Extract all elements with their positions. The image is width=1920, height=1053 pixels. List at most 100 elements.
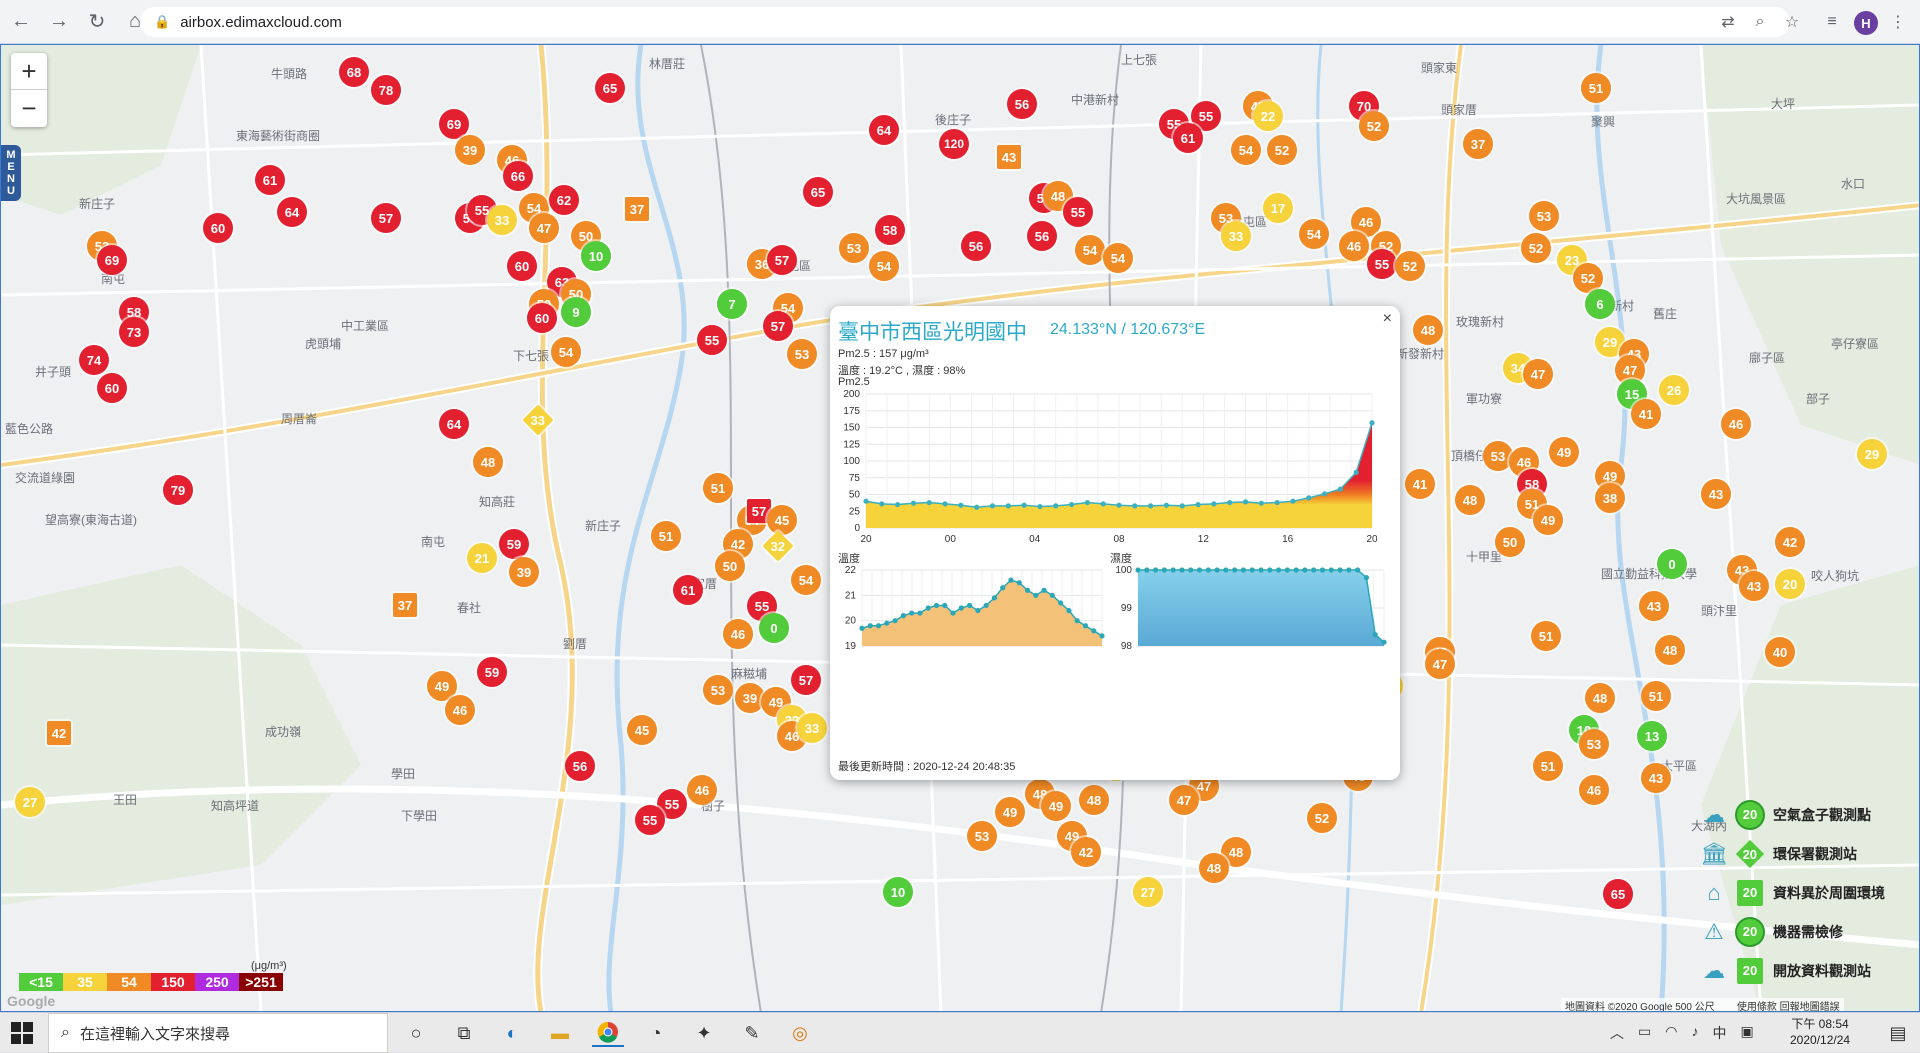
airbox-sensor-marker[interactable]: 9 [561,297,591,327]
airbox-sensor-marker[interactable]: 48 [1413,315,1443,345]
airbox-sensor-marker[interactable]: 51 [1641,681,1671,711]
home-icon[interactable]: ⌂ [128,10,142,32]
airbox-sensor-marker[interactable]: 27 [1133,877,1163,907]
airbox-sensor-marker[interactable]: 57 [791,665,821,695]
app-tool-icon[interactable]: ✎ [744,1022,760,1043]
airbox-sensor-marker[interactable]: 43 [1701,479,1731,509]
airbox-sensor-marker[interactable]: 56 [1027,221,1057,251]
edge-browser-icon[interactable]: ◐ [506,1022,518,1043]
browser-menu-icon[interactable]: ⋮ [1890,14,1906,31]
task-view-icon[interactable]: ⧉ [457,1022,471,1043]
airbox-sensor-marker[interactable]: 52 [1307,803,1337,833]
profile-avatar[interactable]: H [1854,11,1878,35]
airbox-sensor-marker[interactable]: 10 [883,877,913,907]
airbox-sensor-marker[interactable]: 20 [1775,569,1805,599]
airbox-sensor-marker[interactable]: 51 [1533,751,1563,781]
airbox-sensor-marker[interactable]: 21 [467,543,497,573]
airbox-sensor-marker[interactable]: 47 [1523,359,1553,389]
airbox-sensor-marker[interactable]: 47 [529,213,559,243]
airbox-sensor-marker[interactable]: 37 [1463,129,1493,159]
notification-center-icon[interactable]: ▤ [1889,1022,1907,1043]
airbox-sensor-marker[interactable]: 6 [1585,289,1615,319]
airbox-sensor-marker[interactable]: 56 [565,751,595,781]
airbox-sensor-marker[interactable]: 48 [473,447,503,477]
airbox-sensor-marker[interactable]: 33 [1221,221,1251,251]
tray-chevron-icon[interactable]: ︿ [1610,1025,1624,1041]
airbox-sensor-marker[interactable]: 49 [427,671,457,701]
airbox-sensor-marker[interactable]: 51 [1531,621,1561,651]
airbox-sensor-marker[interactable]: 33 [797,713,827,743]
map-attribution[interactable]: 地圖資料 ©2020 Google 500 公尺 ___ 使用條款 回報地圖錯誤 [1561,998,1844,1011]
airbox-sensor-marker[interactable]: 57 [371,203,401,233]
airbox-sensor-marker[interactable]: 49 [1041,791,1071,821]
airbox-sensor-marker[interactable]: 42 [1775,527,1805,557]
airbox-sensor-marker[interactable]: 38 [1595,483,1625,513]
airbox-sensor-marker[interactable]: 22 [1253,101,1283,131]
airbox-sensor-marker[interactable]: 47 [1425,649,1455,679]
airbox-sensor-marker[interactable]: 51 [1581,73,1611,103]
zoom-out-button[interactable]: − [21,93,37,123]
airbox-sensor-marker[interactable]: 120 [939,129,969,159]
airbox-sensor-marker[interactable]: 79 [163,475,193,505]
airbox-sensor-marker[interactable]: 54 [1103,243,1133,273]
airbox-sensor-marker[interactable]: 56 [961,231,991,261]
airbox-sensor-marker[interactable]: 48 [1079,785,1109,815]
airbox-sensor-marker[interactable]: 66 [503,161,533,191]
airbox-sensor-marker[interactable]: 52 [1267,135,1297,165]
airbox-sensor-marker[interactable]: 53 [787,339,817,369]
airbox-sensor-marker[interactable]: 64 [439,409,469,439]
airbox-sensor-marker[interactable]: 54 [1299,219,1329,249]
airbox-sensor-marker[interactable]: 39 [735,683,765,713]
airbox-sensor-marker[interactable]: 52 [1395,251,1425,281]
airbox-sensor-marker[interactable]: 64 [277,197,307,227]
airbox-sensor-marker[interactable]: 53 [703,675,733,705]
airbox-sensor-marker[interactable]: 73 [119,317,149,347]
airbox-sensor-marker[interactable]: 60 [507,251,537,281]
airbox-sensor-marker[interactable]: 61 [255,165,285,195]
airbox-sensor-marker[interactable]: 52 [1573,263,1603,293]
airbox-sensor-marker[interactable]: 48 [1585,683,1615,713]
reload-icon[interactable]: ↻ [88,11,106,33]
airbox-sensor-marker[interactable]: 17 [1263,193,1293,223]
chrome-browser-icon[interactable] [592,1019,624,1047]
airbox-sensor-marker[interactable]: 45 [627,715,657,745]
airbox-sensor-marker[interactable]: 59 [477,657,507,687]
airbox-sensor-marker[interactable]: 40 [1765,637,1795,667]
taskbar-search-box[interactable]: ⌕ 在這裡輸入文字來搜尋 [48,1013,388,1053]
airbox-sensor-marker[interactable]: 53 [1579,729,1609,759]
airbox-sensor-marker[interactable]: 26 [1659,375,1689,405]
abnormal-station-marker[interactable]: 43 [997,145,1021,169]
airbox-sensor-marker[interactable]: 78 [371,75,401,105]
airbox-sensor-marker[interactable]: 46 [1579,775,1609,805]
airbox-sensor-marker[interactable]: 57 [763,311,793,341]
airbox-sensor-marker[interactable]: 55 [635,805,665,835]
map-canvas[interactable]: 牛頭路林厝莊上七張頭家東大坪東海藝術街商圈中港新村後庄子頭家厝聚興新庄子南屯西屯… [0,44,1920,1012]
airbox-sensor-marker[interactable]: 61 [673,575,703,605]
airbox-sensor-marker[interactable]: 51 [703,473,733,503]
airbox-sensor-marker[interactable]: 54 [551,337,581,367]
airbox-sensor-marker[interactable]: 48 [1199,853,1229,883]
airbox-sensor-marker[interactable]: 56 [1007,89,1037,119]
taskbar-clock[interactable]: 下午 08:54 2020/12/24 [1790,1016,1850,1048]
airbox-sensor-marker[interactable]: 52 [1359,111,1389,141]
airbox-sensor-marker[interactable]: 46 [777,721,807,751]
airbox-sensor-marker[interactable]: 55 [747,591,777,621]
airbox-sensor-marker[interactable]: 53 [1529,201,1559,231]
airbox-sensor-marker[interactable]: 46 [723,619,753,649]
airbox-sensor-marker[interactable]: 69 [97,245,127,275]
airbox-sensor-marker[interactable]: 46 [1339,231,1369,261]
airbox-sensor-marker[interactable]: 43 [1639,591,1669,621]
abnormal-station-marker[interactable]: 57 [747,499,771,523]
airbox-sensor-marker[interactable]: 65 [1603,879,1633,909]
abnormal-station-marker[interactable]: 37 [625,197,649,221]
ime-indicator[interactable]: 中 [1712,1025,1727,1041]
airbox-sensor-marker[interactable]: 61 [1173,123,1203,153]
airbox-sensor-marker[interactable]: 49 [1549,437,1579,467]
airbox-sensor-marker[interactable]: 53 [1483,441,1513,471]
airbox-sensor-marker[interactable]: 46 [1721,409,1751,439]
airbox-sensor-marker[interactable]: 54 [791,565,821,595]
airbox-sensor-marker[interactable]: 39 [455,135,485,165]
airbox-sensor-marker[interactable]: 43 [1641,763,1671,793]
tray-volume-icon[interactable]: ♪ [1691,1023,1699,1039]
